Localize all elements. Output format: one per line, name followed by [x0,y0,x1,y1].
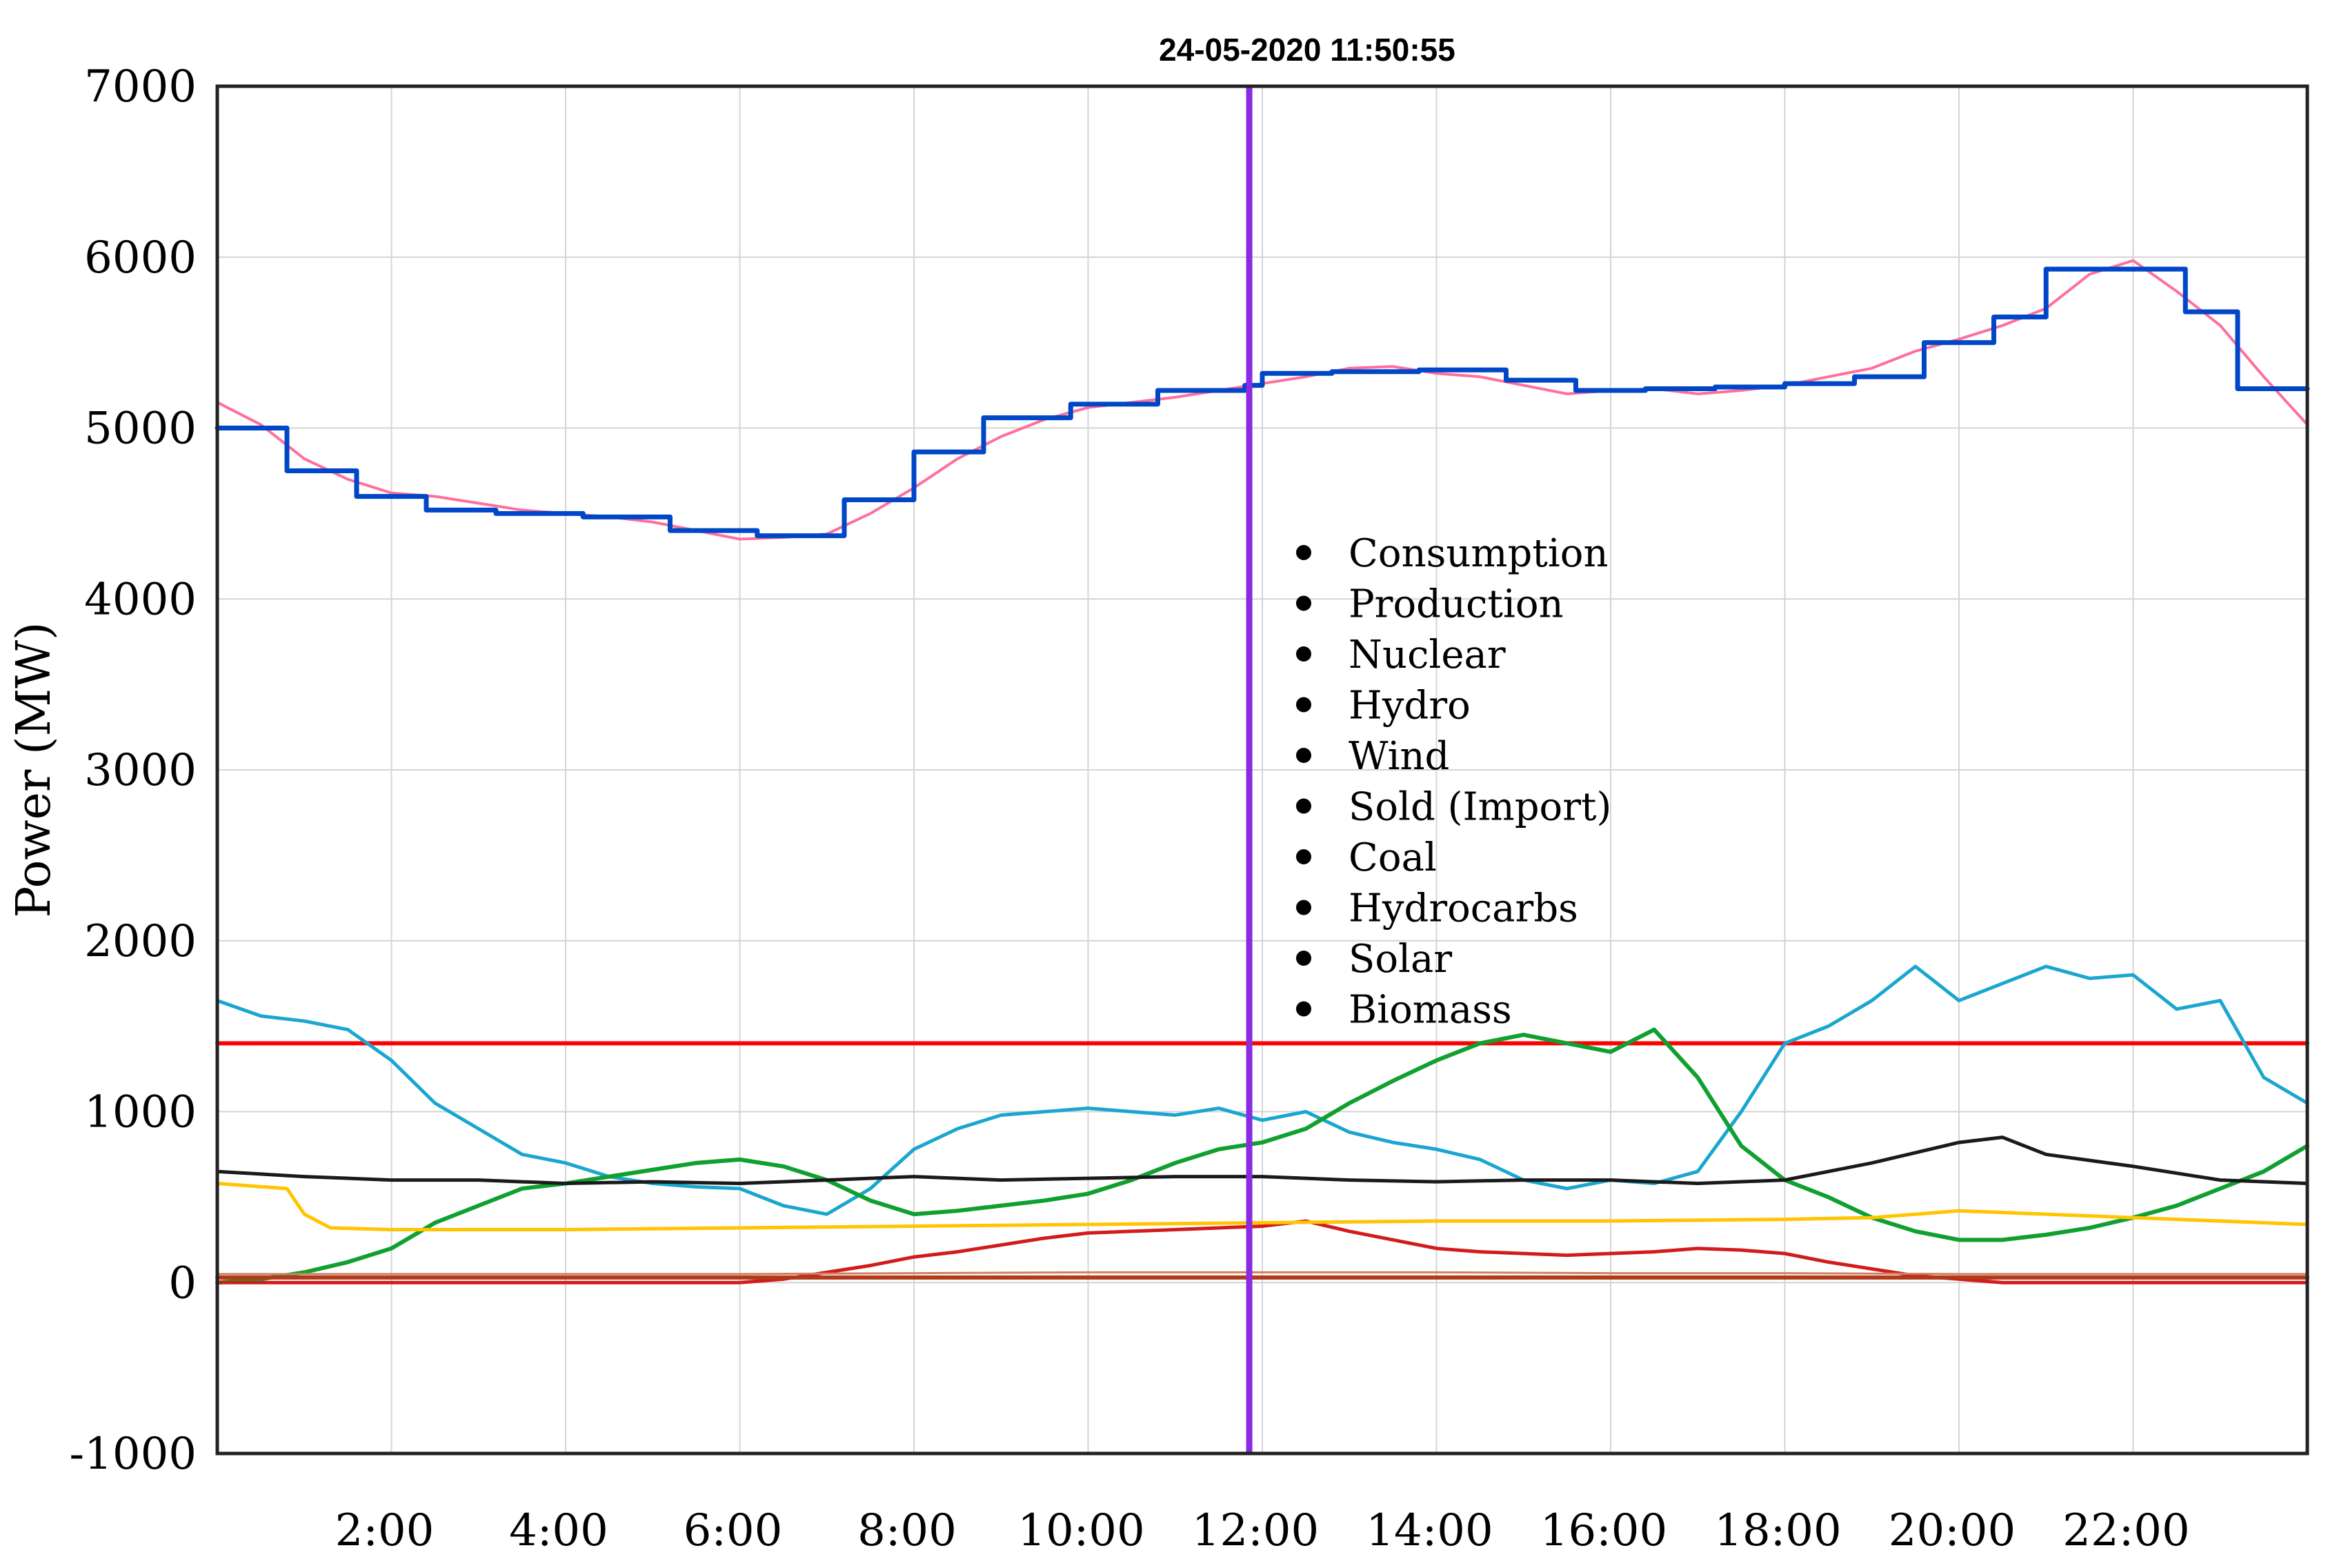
series-line-9 [216,1271,2309,1276]
y-tick-label: 3000 [84,745,197,796]
legend-label: Hydro [1349,684,1471,728]
legend-bullet [1296,545,1311,560]
x-tick-label: 2:00 [335,1505,435,1556]
legend-bullet [1296,951,1311,966]
y-tick-labels: -1000 0 1000 2000 3000 4000 5000 6000 7000 [70,61,197,1480]
y-tick-label: 2000 [84,916,197,967]
y-axis-label: Power (MW) [7,622,61,917]
x-tick-label: 10:00 [1017,1505,1144,1556]
legend-label: Solar [1349,937,1452,982]
series-line-3 [215,964,2309,1216]
legend-label: Consumption [1349,531,1609,576]
x-tick-label: 14:00 [1366,1505,1493,1556]
legend-bullet [1296,646,1311,662]
legend-label: Nuclear [1349,633,1506,677]
legend-bullet [1296,1001,1311,1017]
x-tick-label: 20:00 [1889,1505,2016,1556]
y-tick-label: 5000 [84,404,197,455]
y-tick-label: 7000 [84,61,197,112]
x-tick-label: 22:00 [2062,1505,2189,1556]
series-line-5 [215,1219,2309,1284]
x-tick-label: 4:00 [509,1505,608,1556]
legend-bullet [1296,697,1311,713]
legend: Consumption Production Nuclear Hydro Wind Sol… [1296,531,1611,1033]
y-tick-label: 1000 [84,1087,197,1138]
x-tick-label: 18:00 [1714,1505,1841,1556]
y-tick-label: 0 [168,1258,197,1309]
series-line-6 [215,1135,2309,1186]
legend-bullet [1296,595,1311,611]
plot-frame [215,84,2309,1456]
legend-label: Sold (Import) [1349,785,1611,830]
series-line-1 [215,266,2310,539]
legend-bullet [1296,798,1311,814]
x-tick-label: 12:00 [1192,1505,1319,1556]
legend-label: Hydrocarbs [1349,886,1578,931]
y-tick-label: -1000 [70,1429,197,1480]
legend-bullet [1296,900,1311,915]
x-tick-labels: 2:00 4:00 6:00 8:00 10:00 12:00 14:00 16:00 18:0… [335,1505,2190,1556]
plot-border [215,84,2309,1456]
legend-label: Production [1349,582,1564,627]
series-line-7 [215,1182,2309,1231]
x-tick-label: 8:00 [857,1505,957,1556]
y-tick-label: 6000 [84,232,197,284]
series-layer [215,259,2310,1285]
x-tick-label: 16:00 [1540,1505,1667,1556]
x-tick-label: 6:00 [684,1505,783,1556]
legend-label: Coal [1349,835,1437,880]
legend-bullet [1296,849,1311,864]
legend-label: Wind [1349,734,1449,779]
chart-title: 24-05-2020 11:50:55 [1159,32,1455,68]
y-tick-label: 4000 [84,574,197,625]
legend-bullet [1296,748,1311,763]
legend-label: Biomass [1349,988,1512,1033]
